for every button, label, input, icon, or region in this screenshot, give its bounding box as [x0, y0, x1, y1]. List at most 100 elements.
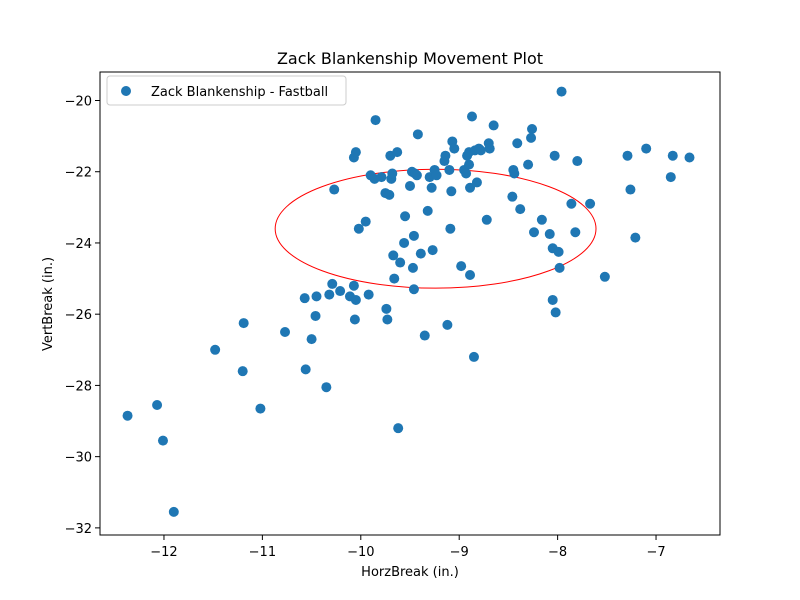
scatter-point: [464, 159, 475, 170]
scatter-point: [311, 291, 322, 302]
scatter-point: [544, 229, 555, 240]
scatter-point: [446, 186, 457, 197]
scatter-point: [306, 334, 317, 345]
scatter-point: [350, 147, 361, 158]
x-tick-label: −11: [249, 545, 276, 560]
scatter-point: [449, 143, 460, 154]
scatter-point: [157, 435, 168, 446]
scatter-point: [255, 403, 266, 414]
scatter-point: [237, 366, 248, 377]
scatter-point: [547, 294, 558, 305]
scatter-point: [570, 227, 581, 238]
scatter-point: [684, 152, 695, 163]
scatter-point: [572, 156, 583, 167]
scatter-point: [415, 248, 426, 259]
scatter-point: [585, 198, 596, 209]
scatter-point: [350, 294, 361, 305]
scatter-point: [324, 289, 335, 300]
x-tick-label: −12: [150, 545, 177, 560]
scatter-point: [335, 286, 346, 297]
scatter-point: [622, 150, 633, 161]
scatter-point: [461, 168, 472, 179]
scatter-point: [550, 307, 561, 318]
scatter-point: [641, 143, 652, 154]
scatter-point: [400, 211, 411, 222]
y-tick-label: −20: [65, 94, 92, 109]
y-tick-label: −26: [65, 308, 92, 323]
scatter-point: [488, 120, 499, 131]
scatter-point: [527, 123, 538, 134]
y-tick-label: −22: [65, 166, 92, 181]
x-tick-label: −9: [450, 545, 469, 560]
scatter-point: [536, 214, 547, 225]
scatter-point: [444, 164, 455, 175]
scatter-point: [422, 205, 433, 216]
scatter-point: [399, 237, 410, 248]
scatter-point: [310, 310, 321, 321]
scatter-point: [299, 293, 310, 304]
x-tick-label: −8: [548, 545, 567, 560]
scatter-point: [389, 273, 400, 284]
scatter-point: [393, 423, 404, 434]
scatter-point: [348, 280, 359, 291]
scatter-point: [442, 319, 453, 330]
scatter-point: [395, 257, 406, 268]
y-tick-label: −28: [65, 379, 92, 394]
x-axis-label: HorzBreak (in.): [361, 565, 459, 580]
y-axis-label: VertBreak (in.): [41, 257, 56, 351]
scatter-point: [376, 172, 387, 183]
scatter-point: [549, 150, 560, 161]
scatter-point: [280, 326, 291, 337]
scatter-point: [515, 204, 526, 215]
scatter-point: [412, 129, 423, 140]
scatter-point: [512, 138, 523, 149]
scatter-point: [381, 303, 392, 314]
scatter-point: [625, 184, 636, 195]
scatter-point: [427, 245, 438, 256]
x-tick-label: −7: [646, 545, 665, 560]
scatter-point: [665, 172, 676, 183]
scatter-point: [553, 246, 564, 257]
scatter-point: [566, 198, 577, 209]
scatter-point: [465, 270, 476, 281]
scatter-point: [300, 364, 311, 375]
scatter-point: [467, 111, 477, 122]
scatter-point: [321, 382, 332, 393]
scatter-point: [484, 143, 495, 154]
scatter-point: [384, 189, 395, 200]
scatter-point: [370, 115, 381, 126]
scatter-point: [507, 191, 518, 202]
legend: Zack Blankenship - Fastball: [106, 75, 347, 106]
scatter-point: [349, 314, 360, 325]
x-tick-label: −10: [347, 545, 374, 560]
scatter-point: [630, 232, 641, 243]
y-tick-label: −24: [65, 237, 92, 252]
axes-layer: −12 −11 −10 −9 −8 −7 −32 −30 −28 −26 −24 −22 −20: [65, 71, 721, 560]
scatter-point: [382, 314, 393, 325]
scatter-point: [327, 278, 338, 289]
scatter-point: [481, 214, 492, 225]
scatter-point: [388, 250, 399, 261]
scatter-point: [238, 318, 249, 329]
scatter-point: [408, 284, 419, 295]
scatter-point: [408, 230, 419, 241]
legend-box: [106, 75, 347, 106]
scatter-point: [122, 410, 133, 421]
scatter-point: [468, 351, 479, 362]
scatter-point: [471, 177, 482, 188]
scatter-point: [554, 262, 565, 273]
scatter-point: [556, 86, 567, 97]
scatter-point: [599, 271, 610, 282]
scatter-point: [526, 132, 537, 143]
scatter-point: [523, 159, 534, 170]
scatter-point: [431, 170, 442, 181]
scatter-point: [475, 145, 486, 156]
scatter-point: [407, 262, 418, 273]
scatter-point: [387, 168, 398, 179]
y-tick-label: −32: [65, 522, 92, 537]
legend-label: Zack Blankenship - Fastball: [151, 85, 328, 100]
scatter-point: [529, 227, 539, 238]
scatter-point: [509, 168, 520, 179]
scatter-point: [363, 289, 374, 300]
